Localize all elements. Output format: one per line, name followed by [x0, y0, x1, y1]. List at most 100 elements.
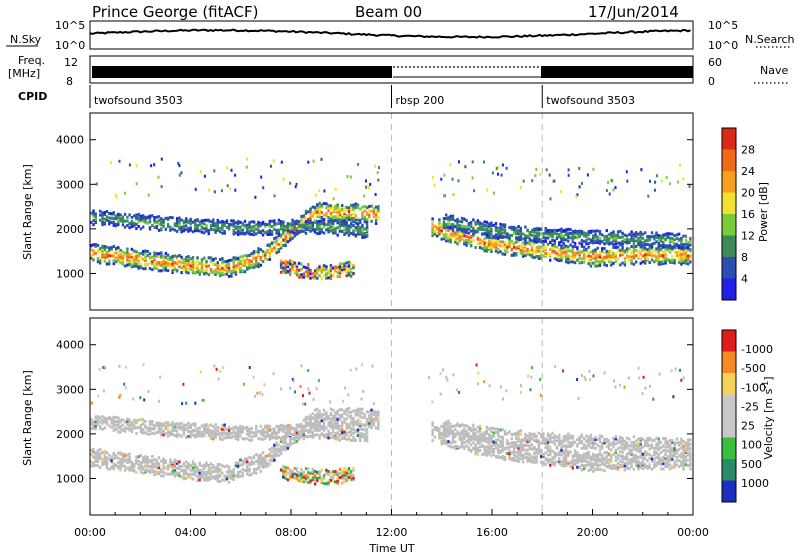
scatter-cell	[338, 221, 342, 225]
scatter-cell	[352, 427, 355, 431]
scatter-cell	[589, 468, 593, 472]
scatter-cell	[286, 265, 290, 269]
scatter-cell	[653, 188, 656, 192]
scatter-cell	[641, 248, 645, 252]
y-tick-label: 1000	[56, 267, 84, 280]
scatter-cell	[105, 417, 109, 421]
scatter-cell	[454, 237, 457, 241]
scatter-cell	[594, 229, 597, 233]
scatter-cell	[118, 159, 121, 163]
scatter-cell	[309, 219, 312, 223]
scatter-cell	[250, 456, 253, 460]
scatter-cell	[280, 160, 283, 164]
scatter-cell	[96, 464, 100, 468]
scatter-cell	[530, 253, 534, 257]
scatter-cell	[564, 449, 568, 453]
scatter-cell	[370, 418, 373, 422]
scatter-cell	[139, 262, 143, 266]
scatter-cell	[365, 410, 369, 414]
scatter-cell	[359, 422, 362, 426]
scatter-cell	[530, 255, 534, 259]
scatter-cell	[474, 221, 477, 224]
scatter-cell	[117, 430, 120, 434]
scatter-cell	[469, 448, 473, 452]
scatter-cell	[524, 436, 527, 440]
scatter-cell	[275, 222, 278, 226]
scatter-cell	[250, 459, 253, 463]
scatter-cell	[671, 261, 674, 264]
scatter-cell	[295, 425, 299, 429]
scatter-cell	[128, 259, 131, 263]
scatter-cell	[558, 228, 561, 232]
scatter-cell	[431, 439, 434, 443]
scatter-cell	[677, 249, 681, 253]
scatter-cell	[160, 254, 163, 258]
scatter-cell	[671, 240, 674, 244]
scatter-cell	[139, 430, 143, 434]
scatter-cell	[607, 257, 611, 261]
scatter-cell	[336, 203, 339, 207]
scatter-cell	[101, 252, 104, 256]
scatter-cell	[318, 215, 321, 219]
scatter-cell	[623, 240, 627, 244]
scatter-cell	[108, 259, 111, 263]
scatter-cell	[313, 219, 317, 223]
scatter-cell	[347, 473, 351, 477]
scatter-cell	[214, 430, 217, 434]
scatter-cell	[257, 228, 260, 232]
scatter-cell	[560, 442, 563, 445]
scatter-cell	[363, 217, 366, 221]
scatter-cell	[592, 229, 595, 233]
scatter-cell	[209, 270, 213, 274]
scatter-cell	[175, 429, 179, 433]
scatter-cell	[653, 241, 656, 245]
scatter-cell	[682, 251, 685, 255]
scatter-cell	[146, 249, 149, 253]
scatter-cell	[221, 478, 224, 482]
scatter-cell	[478, 223, 482, 226]
scatter-cell	[334, 418, 337, 422]
scatter-cell	[578, 233, 581, 237]
scatter-cell	[465, 228, 468, 232]
scatter-cell	[295, 439, 299, 443]
scatter-cell	[284, 425, 287, 429]
scatter-cell	[325, 416, 328, 420]
scatter-cell	[445, 234, 448, 238]
scatter-cell	[311, 272, 314, 276]
scatter-cell	[372, 207, 376, 211]
scatter-cell	[460, 431, 464, 435]
scatter-cell	[573, 251, 577, 255]
scatter-cell	[214, 222, 217, 226]
scatter-cell	[139, 465, 143, 469]
scatter-cell	[248, 261, 251, 265]
scatter-cell	[94, 244, 97, 248]
scatter-cell	[485, 425, 489, 429]
scatter-cell	[261, 233, 265, 237]
scatter-cell	[180, 469, 183, 473]
scatter-cell	[307, 218, 310, 221]
scatter-cell	[365, 439, 369, 443]
scatter-cell	[605, 255, 608, 259]
scatter-cell	[137, 262, 140, 266]
scatter-cell	[515, 230, 518, 234]
scatter-cell	[234, 231, 238, 235]
scatter-cell	[555, 251, 559, 255]
scatter-cell	[512, 231, 516, 235]
scatter-cell	[225, 225, 229, 229]
scatter-cell	[223, 423, 226, 427]
scatter-cell	[266, 427, 269, 431]
scatter-cell	[524, 225, 527, 229]
scatter-cell	[515, 240, 518, 244]
scatter-cell	[275, 431, 278, 435]
scatter-cell	[501, 449, 504, 453]
scatter-cell	[130, 468, 134, 472]
scatter-cell	[234, 425, 238, 429]
scatter-cell	[178, 254, 181, 257]
scatter-cell	[216, 477, 219, 481]
scatter-cell	[90, 448, 93, 452]
scatter-cell	[325, 276, 328, 280]
scatter-cell	[635, 239, 638, 243]
scatter-cell	[488, 435, 491, 439]
scatter-cell	[257, 247, 260, 251]
scatter-cell	[123, 429, 127, 433]
